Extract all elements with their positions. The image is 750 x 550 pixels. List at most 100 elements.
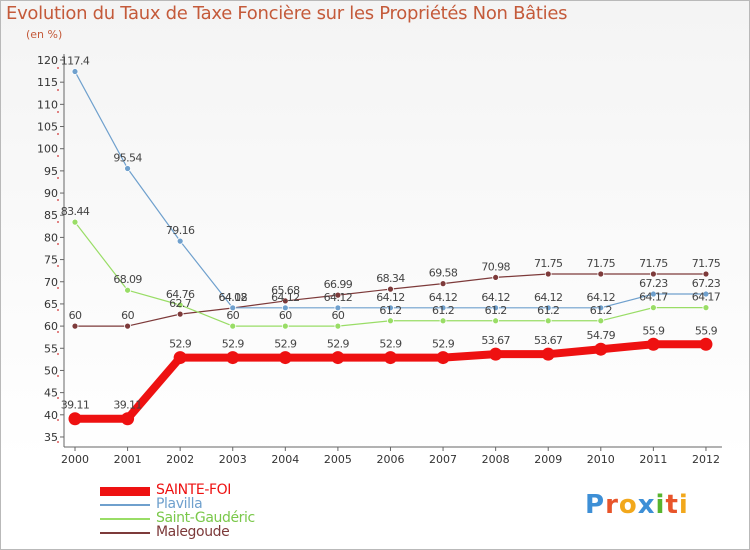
x-tick-label: 2006 (376, 453, 404, 466)
data-point-sainte-foi (173, 351, 187, 365)
axis-dot (57, 67, 59, 69)
data-label-malegoude: 60 (69, 309, 82, 322)
data-point-saint-gauderic (492, 317, 500, 325)
logo-letter: x (637, 490, 656, 520)
y-tick-label: 80 (44, 231, 58, 244)
data-point-malegoude (439, 280, 447, 288)
data-point-saint-gauderic (71, 218, 79, 226)
data-label-saint-gauderic: 61.2 (432, 304, 454, 317)
x-tick-label: 2008 (482, 453, 510, 466)
x-tick-label: 2010 (587, 453, 615, 466)
data-label-sainte-foi: 52.9 (169, 338, 192, 351)
axis-dot (57, 89, 59, 91)
data-label-malegoude: 62.7 (169, 297, 192, 310)
logo-letter: o (618, 490, 638, 520)
data-label-sainte-foi: 39.11 (61, 399, 90, 412)
x-tick-label: 2000 (61, 453, 89, 466)
axis-dot (57, 155, 59, 157)
data-label-plavilla: 64.12 (587, 291, 616, 304)
y-tick-label: 45 (44, 387, 58, 400)
y-tick-label: 90 (44, 187, 58, 200)
data-label-malegoude: 71.75 (692, 257, 721, 270)
data-point-sainte-foi (541, 347, 555, 361)
data-label-saint-gauderic: 83.44 (61, 205, 90, 218)
data-label-sainte-foi: 52.9 (327, 338, 350, 351)
x-tick-label: 2012 (692, 453, 720, 466)
data-point-plavilla (387, 304, 394, 312)
data-point-saint-gauderic (597, 317, 605, 325)
y-tick-label: 35 (44, 431, 58, 444)
x-tick-label: 2007 (429, 453, 457, 466)
data-label-malegoude: 71.75 (639, 257, 668, 270)
x-tick-label: 2002 (166, 453, 194, 466)
data-label-plavilla: 64.12 (271, 291, 300, 304)
y-tick-label: 85 (44, 209, 58, 222)
legend-label: SAINTE-FOI (156, 482, 231, 498)
data-label-saint-gauderic: 64.17 (692, 291, 721, 304)
data-point-malegoude (124, 322, 131, 330)
data-point-plavilla (281, 304, 289, 312)
data-point-saint-gauderic (176, 301, 184, 309)
y-tick-label: 40 (44, 409, 58, 422)
data-point-plavilla (702, 290, 710, 298)
data-point-plavilla (71, 68, 79, 75)
logo-letter: r (605, 490, 619, 520)
axis-dot (57, 375, 59, 377)
axis-dot (57, 199, 59, 201)
data-label-malegoude: 66.99 (324, 278, 353, 291)
data-point-saint-gauderic (649, 304, 657, 312)
data-point-sainte-foi (121, 412, 135, 426)
data-point-sainte-foi (68, 412, 82, 426)
data-label-saint-gauderic: 60 (279, 309, 292, 322)
y-tick-label: 100 (37, 143, 58, 156)
data-label-saint-gauderic: 60 (331, 309, 344, 322)
data-label-malegoude: 68.34 (376, 272, 405, 285)
axis-dot (57, 287, 59, 289)
y-tick-label: 75 (44, 254, 58, 267)
data-label-plavilla: 79.16 (166, 224, 195, 237)
data-label-sainte-foi: 52.9 (274, 338, 297, 351)
data-label-sainte-foi: 55.9 (642, 324, 665, 337)
y-tick-label: 120 (37, 54, 58, 67)
data-label-malegoude: 64.08 (218, 291, 247, 304)
data-label-malegoude: 60 (121, 309, 134, 322)
data-label-malegoude: 69.58 (429, 267, 458, 280)
data-label-sainte-foi: 39.11 (113, 399, 142, 412)
chart-title: Evolution du Taux de Taxe Foncière sur l… (6, 3, 568, 24)
x-tick-label: 2003 (219, 453, 247, 466)
data-label-saint-gauderic: 61.2 (379, 304, 401, 317)
data-label-sainte-foi: 52.9 (432, 338, 455, 351)
y-tick-label: 55 (44, 342, 58, 355)
data-label-malegoude: 70.98 (481, 260, 510, 273)
axis-dot (57, 397, 59, 399)
data-point-saint-gauderic (229, 322, 237, 330)
legend-label: Plavilla (156, 496, 203, 512)
axis-dot (57, 133, 59, 135)
data-point-plavilla (176, 237, 184, 245)
data-label-malegoude: 71.75 (587, 257, 616, 270)
data-point-plavilla (124, 165, 131, 172)
data-point-malegoude (597, 270, 605, 278)
data-label-sainte-foi: 52.9 (379, 338, 402, 351)
data-label-sainte-foi: 52.9 (222, 338, 245, 351)
data-label-sainte-foi: 55.9 (695, 324, 718, 337)
data-point-malegoude (71, 322, 79, 330)
data-point-saint-gauderic (544, 317, 552, 325)
x-tick-label: 2009 (534, 453, 562, 466)
x-tick-label: 2001 (114, 453, 142, 466)
data-label-malegoude: 71.75 (534, 257, 563, 270)
data-point-saint-gauderic (387, 317, 394, 325)
data-label-plavilla: 64.12 (534, 291, 563, 304)
data-point-sainte-foi (699, 337, 713, 351)
y-tick-label: 105 (37, 121, 58, 134)
data-point-plavilla (334, 304, 342, 312)
data-point-sainte-foi (226, 351, 240, 365)
axis-dot (57, 309, 59, 311)
data-point-malegoude (334, 291, 342, 299)
y-tick-label: 50 (44, 364, 58, 377)
data-label-sainte-foi: 53.67 (481, 334, 510, 347)
legend-label: Malegoude (156, 524, 230, 540)
x-tick-label: 2005 (324, 453, 352, 466)
